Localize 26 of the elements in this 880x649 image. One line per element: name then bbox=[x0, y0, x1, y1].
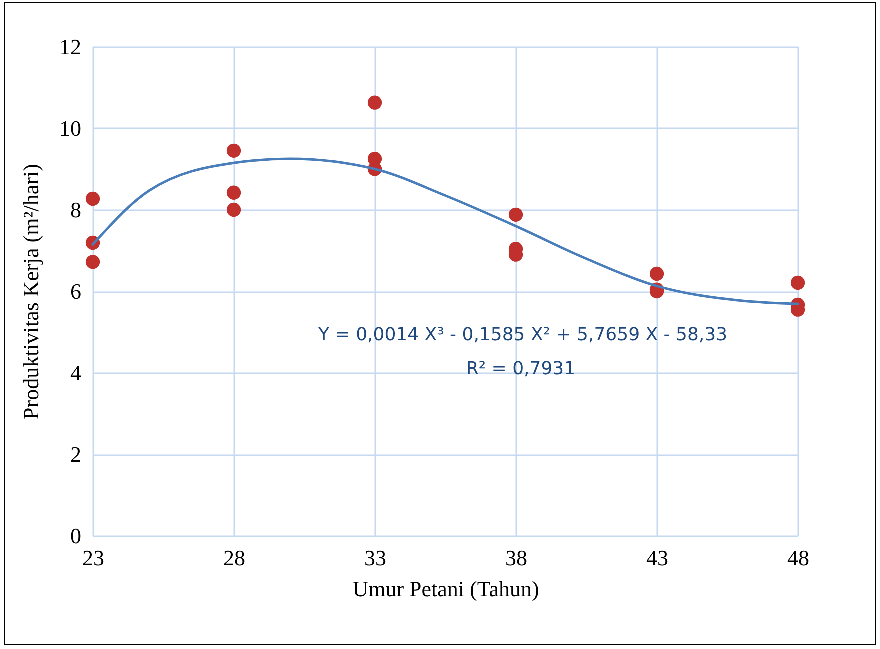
x-axis-title: Umur Petani (Tahun) bbox=[352, 576, 540, 602]
y-tick-label: 6 bbox=[70, 279, 82, 304]
y-tick-label: 2 bbox=[70, 442, 82, 467]
y-tick-label: 8 bbox=[70, 198, 82, 222]
x-tick-label: 28 bbox=[224, 546, 246, 570]
x-tick-label: 33 bbox=[364, 546, 386, 570]
point bbox=[790, 276, 806, 290]
x-tick-label: 23 bbox=[82, 546, 104, 570]
point bbox=[86, 192, 100, 206]
y-tick-label: 4 bbox=[70, 360, 82, 386]
y-tick-label: 10 bbox=[60, 116, 82, 141]
y-tick-label: 12 bbox=[60, 34, 82, 60]
annotation: Y = 0,0014 X³ - 0,1585 X² + 5,7659 X - 58,33 bbox=[318, 324, 728, 346]
point bbox=[86, 255, 100, 270]
point bbox=[508, 208, 524, 222]
annotation: R² = 0,7931 bbox=[466, 358, 576, 380]
point bbox=[226, 186, 242, 200]
point bbox=[226, 202, 242, 218]
x-tick-label: 43 bbox=[646, 546, 668, 570]
x-tick-label: 38 bbox=[506, 546, 528, 570]
point bbox=[368, 96, 382, 110]
x-tick-label: 48 bbox=[788, 546, 810, 570]
y-tick-label: 0 bbox=[70, 524, 82, 548]
point bbox=[226, 144, 242, 158]
y-axis-title: Produktivitas Kerja (m²/hari) bbox=[18, 164, 44, 420]
point bbox=[650, 266, 664, 282]
